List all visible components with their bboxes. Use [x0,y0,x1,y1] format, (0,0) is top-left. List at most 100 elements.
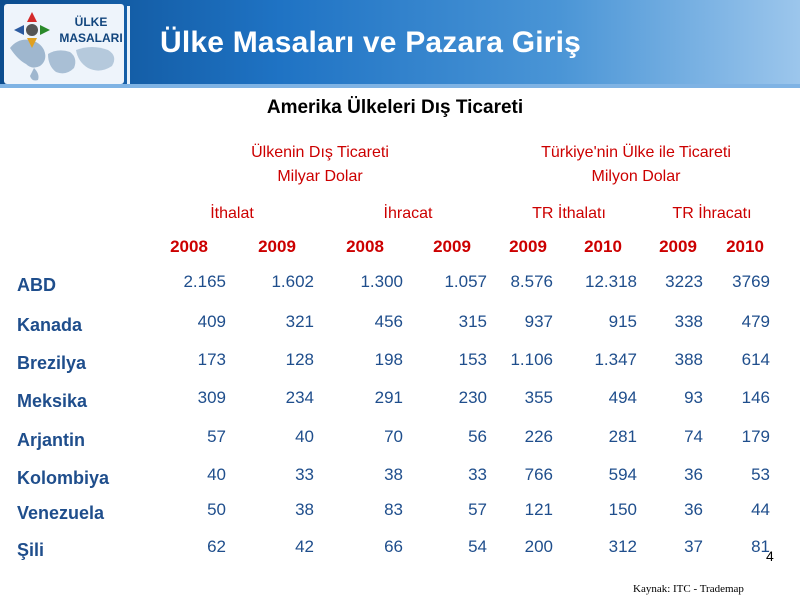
country-name: Kanada [17,315,83,335]
year-header: 2010 [726,237,764,256]
table-cell: 1.300 [360,272,403,291]
table-cell: 74 [684,427,703,446]
table-cell: 1.602 [271,272,314,291]
table-cell: 12.318 [585,272,637,291]
table-cell: 766 [524,465,553,484]
group-header-turkey-line2: Milyon Dolar [591,168,681,185]
table-cell: 200 [524,537,553,556]
table-cell: 70 [384,427,403,446]
table-cell: 8.576 [510,272,553,291]
group-header-country-line2: Milyar Dolar [277,168,363,185]
table-cell: 173 [197,350,226,369]
logo: ÜLKE MASALARI [4,4,124,84]
header-banner: ÜLKE MASALARI Ülke Masaları ve Pazara Gi… [0,0,800,88]
table-cell: 234 [285,388,314,407]
group-header-country: Ülkenin Dış Ticareti Milyar Dolar [200,144,440,186]
year-header: 2009 [433,237,471,256]
table-cell: 128 [285,350,314,369]
country-name: Brezilya [17,353,87,373]
table-cell: 57 [207,427,226,446]
table-cell: 309 [197,388,226,407]
table-cell: 198 [374,350,403,369]
year-header: 2009 [509,237,547,256]
table-cell: 38 [384,465,403,484]
table-cell: 915 [608,312,637,331]
country-name: Kolombiya [17,468,110,488]
table-cell: 1.057 [444,272,487,291]
sub-header-tr-imports: TR İthalatı [532,205,606,222]
table-cell: 62 [207,537,226,556]
table-cell: 66 [384,537,403,556]
table-cell: 479 [741,312,770,331]
table-cell: 179 [741,427,770,446]
table-cell: 153 [458,350,487,369]
world-map-icon [10,39,115,81]
slide-subtitle-text: Amerika Ülkeleri Dış Ticareti [266,97,524,118]
table-cell: 33 [295,465,314,484]
year-header: 2008 [170,237,208,256]
table-cell: 355 [524,388,553,407]
source-note: Kaynak: ITC - Trademap [633,583,744,595]
table-cell: 54 [468,537,487,556]
logo-text: ÜLKE MASALARI [56,14,126,46]
slide-subtitle: Amerika Ülkeleri Dış Ticareti [0,97,800,119]
table-cell: 409 [197,312,226,331]
year-header: 2008 [346,237,384,256]
logo-line2: MASALARI [59,31,123,45]
table-cell: 291 [374,388,403,407]
table-cell: 53 [751,465,770,484]
table-cell: 388 [674,350,703,369]
year-header: 2010 [584,237,622,256]
sub-header-tr-exports: TR İhracatı [672,205,752,222]
country-name: ABD [17,275,56,295]
table-cell: 1.347 [594,350,637,369]
compass-arrows-icon [14,12,50,48]
table-cell: 594 [608,465,637,484]
banner-divider [127,6,130,86]
year-header: 2009 [659,237,697,256]
table-cell: 230 [458,388,487,407]
table-cell: 937 [524,312,553,331]
table-cell: 40 [207,465,226,484]
table-cell: 40 [295,427,314,446]
table-cell: 36 [684,500,703,519]
group-header-country-line1: Ülkenin Dış Ticareti [251,144,389,161]
table-cell: 312 [608,537,637,556]
group-header-turkey: Türkiye'nin Ülke ile Ticareti Milyon Dol… [496,144,776,186]
sub-header-imports: İthalat [210,205,254,222]
table-cell: 146 [741,388,770,407]
table-cell: 456 [374,312,403,331]
banner-title: Ülke Masaları ve Pazara Giriş [160,26,582,59]
table-cell: 121 [524,500,553,519]
table-cell: 56 [468,427,487,446]
table-cell: 1.106 [510,350,553,369]
banner-stripe [0,84,800,88]
group-header-turkey-line1: Türkiye'nin Ülke ile Ticareti [541,144,731,161]
table-cell: 42 [295,537,314,556]
table-cell: 281 [608,427,637,446]
table-cell: 2.165 [183,272,226,291]
table-cell: 81 [751,537,770,556]
logo-line1: ÜLKE [74,15,108,29]
table-cell: 33 [468,465,487,484]
table-cell: 57 [468,500,487,519]
table-cell: 93 [684,388,703,407]
table-cell: 37 [684,537,703,556]
country-name: Venezuela [17,503,105,523]
table-cell: 226 [524,427,553,446]
table-cell: 3223 [665,272,703,291]
table-cell: 44 [751,500,770,519]
table-cell: 321 [285,312,314,331]
table-cell: 83 [384,500,403,519]
table-cell: 38 [295,500,314,519]
country-name: Meksika [17,391,88,411]
year-header: 2009 [258,237,296,256]
table-cell: 50 [207,500,226,519]
table-cell: 494 [608,388,637,407]
table-cell: 3769 [732,272,770,291]
table-cell: 36 [684,465,703,484]
sub-header-exports: İhracat [383,205,433,222]
table-cell: 614 [741,350,770,369]
country-name: Arjantin [17,430,86,450]
country-name: Şili [17,540,45,560]
